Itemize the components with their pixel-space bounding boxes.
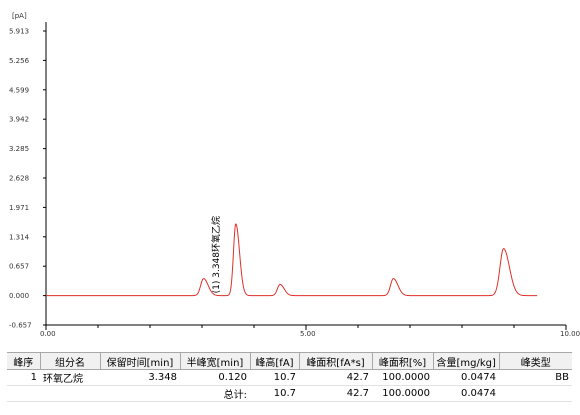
- col-header-area-percent[interactable]: 峰面积[%]: [372, 352, 434, 370]
- cell-peak-type: BB: [499, 369, 572, 386]
- x-tick-label: 0.00: [40, 330, 56, 338]
- y-tick-label: -0.657: [9, 322, 32, 330]
- cell-area-percent: 100.0000: [372, 369, 433, 386]
- cell-height: 10.7: [250, 369, 299, 386]
- total-cell-empty-1: [7, 385, 40, 402]
- peak-annotation-label: (1) 3.348环氧乙烷: [210, 216, 222, 293]
- y-tick-label: 5.256: [9, 57, 30, 65]
- chromatogram-chart: [pA] -0.657 0.000 0.657 1.314 1.971 2.628 3.285…: [9, 12, 580, 338]
- y-tick-label: 1.314: [9, 233, 30, 241]
- total-cell-empty-4: [499, 385, 572, 402]
- table-total-row: 总计: 10.7 42.7 100.0000 0.0474: [7, 385, 572, 402]
- y-tick-label: 4.599: [9, 86, 29, 94]
- total-area: 42.7: [299, 385, 372, 402]
- col-header-content[interactable]: 含量[mg/kg]: [433, 352, 500, 370]
- col-header-compound[interactable]: 组分名: [40, 352, 101, 370]
- total-cell-empty-3: [100, 385, 180, 402]
- total-label: 总计:: [180, 385, 250, 402]
- y-unit-label: [pA]: [12, 12, 27, 20]
- y-tick-label: 0.657: [9, 263, 29, 271]
- y-tick-label: 2.628: [9, 175, 29, 183]
- cell-retention-time: 3.348: [100, 369, 180, 386]
- total-cell-empty-2: [40, 385, 100, 402]
- total-area-percent: 100.0000: [372, 385, 433, 402]
- peak-results-table: 峰序 组分名 保留时间[min] 半峰宽[min] 峰高[fA] 峰面积[fA*…: [7, 352, 572, 402]
- col-header-peak-no[interactable]: 峰序: [7, 352, 41, 370]
- col-header-height[interactable]: 峰高[fA]: [250, 352, 300, 370]
- table-header-row: 峰序 组分名 保留时间[min] 半峰宽[min] 峰高[fA] 峰面积[fA*…: [7, 352, 572, 370]
- y-tick-label: 3.942: [9, 116, 29, 124]
- y-tick-label: 1.971: [9, 204, 29, 212]
- cell-content: 0.0474: [433, 369, 499, 386]
- cell-peak-no: 1: [7, 369, 40, 386]
- y-tick-label: 5.913: [9, 28, 29, 36]
- x-tick-label: 5.00: [300, 330, 316, 338]
- x-tick-label: 10.00: [560, 330, 580, 338]
- cell-area: 42.7: [299, 369, 372, 386]
- total-content: 0.0474: [433, 385, 499, 402]
- chromatogram-trace: [46, 223, 538, 297]
- cell-compound: 环氧乙烷: [40, 369, 100, 386]
- col-header-half-width[interactable]: 半峰宽[min]: [180, 352, 251, 370]
- col-header-area[interactable]: 峰面积[fA*s]: [299, 352, 373, 370]
- cell-half-width: 0.120: [180, 369, 250, 386]
- chromatogram-plot: [pA] -0.657 0.000 0.657 1.314 1.971 2.628 3.285…: [9, 12, 580, 338]
- y-tick-label: 3.285: [9, 145, 29, 153]
- total-height: 10.7: [250, 385, 299, 402]
- col-header-retention-time[interactable]: 保留时间[min]: [100, 352, 181, 370]
- col-header-peak-type[interactable]: 峰类型: [499, 352, 572, 370]
- table-row[interactable]: 1 环氧乙烷 3.348 0.120 10.7 42.7 100.0000 0.…: [7, 369, 572, 386]
- y-tick-label: 0.000: [9, 292, 29, 300]
